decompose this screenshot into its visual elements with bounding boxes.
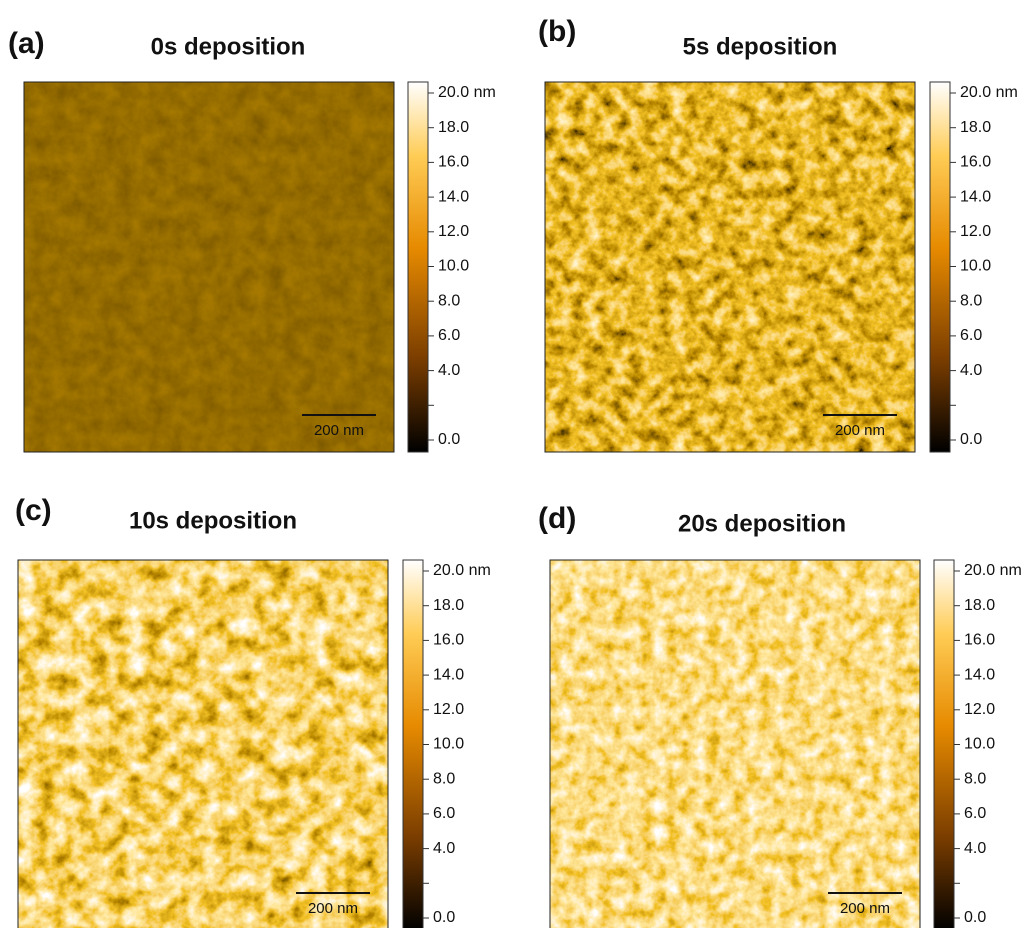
colorbar-label: 20.0 nm <box>433 562 491 579</box>
image-border <box>17 559 389 928</box>
colorbar-label: 4.0 <box>964 840 986 857</box>
image-border <box>544 81 916 453</box>
colorbar-label: 18.0 <box>438 119 469 136</box>
colorbar-label: 4.0 <box>438 362 460 379</box>
colorbar-label: 6.0 <box>960 327 982 344</box>
colorbar-label: 12.0 <box>433 701 464 718</box>
scale-bar-label: 200 nm <box>835 422 885 439</box>
colorbar <box>933 559 955 928</box>
colorbar-label: 0.0 <box>964 909 986 926</box>
image-border <box>549 559 921 928</box>
colorbar-label: 8.0 <box>964 770 986 787</box>
colorbar-label: 18.0 <box>433 597 464 614</box>
colorbar-label: 8.0 <box>960 292 982 309</box>
afm-image <box>545 82 915 452</box>
colorbar-label: 4.0 <box>433 840 455 857</box>
colorbar <box>402 559 424 928</box>
panel-title: 20s deposition <box>678 510 846 537</box>
scale-bar-label: 200 nm <box>314 422 364 439</box>
colorbar-label: 16.0 <box>433 632 464 649</box>
colorbar-label: 0.0 <box>433 909 455 926</box>
colorbar-label: 0.0 <box>438 431 460 448</box>
colorbar-label: 14.0 <box>438 188 469 205</box>
colorbar-label: 16.0 <box>960 154 991 171</box>
colorbar <box>929 81 951 453</box>
panel-title: 5s deposition <box>683 33 838 60</box>
colorbar-label: 6.0 <box>438 327 460 344</box>
scale-bar-label: 200 nm <box>840 900 890 917</box>
colorbar-label: 18.0 <box>960 119 991 136</box>
panel-label: (c) <box>15 494 52 527</box>
panel-label: (a) <box>8 27 45 60</box>
colorbar-label: 6.0 <box>964 805 986 822</box>
colorbar-label: 14.0 <box>433 666 464 683</box>
afm-image <box>24 82 394 452</box>
colorbar-label: 6.0 <box>433 805 455 822</box>
colorbar-label: 10.0 <box>964 736 995 753</box>
panel-label: (b) <box>538 15 576 48</box>
colorbar-label: 16.0 <box>438 154 469 171</box>
scale-bar-label: 200 nm <box>308 900 358 917</box>
afm-image <box>18 560 388 928</box>
colorbar-label: 10.0 <box>433 736 464 753</box>
afm-image <box>550 560 920 928</box>
colorbar-label: 4.0 <box>960 362 982 379</box>
panel-title: 0s deposition <box>151 33 306 60</box>
colorbar-label: 20.0 nm <box>960 84 1018 101</box>
image-border <box>23 81 395 453</box>
colorbar-label: 20.0 nm <box>438 84 496 101</box>
colorbar-label: 20.0 nm <box>964 562 1022 579</box>
colorbar-label: 10.0 <box>960 258 991 275</box>
colorbar-label: 16.0 <box>964 632 995 649</box>
colorbar-label: 18.0 <box>964 597 995 614</box>
colorbar-label: 14.0 <box>960 188 991 205</box>
colorbar-label: 12.0 <box>438 223 469 240</box>
colorbar-label: 12.0 <box>960 223 991 240</box>
colorbar-label: 14.0 <box>964 666 995 683</box>
colorbar-label: 10.0 <box>438 258 469 275</box>
colorbar <box>407 81 429 453</box>
colorbar-label: 8.0 <box>438 292 460 309</box>
panel-label: (d) <box>538 502 576 535</box>
colorbar-label: 8.0 <box>433 770 455 787</box>
colorbar-label: 0.0 <box>960 431 982 448</box>
colorbar-label: 12.0 <box>964 701 995 718</box>
panel-title: 10s deposition <box>129 507 297 534</box>
